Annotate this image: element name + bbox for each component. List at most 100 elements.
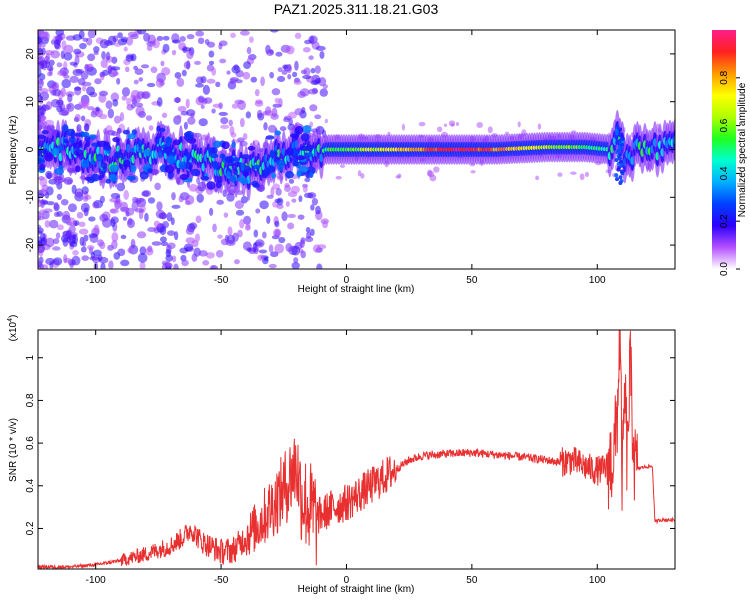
spectrogram-noise-speck xyxy=(171,39,181,44)
spectrogram-noise-speck xyxy=(294,32,302,39)
spectrogram-noise-speck xyxy=(123,189,129,200)
spectrogram-noise-speck xyxy=(220,124,230,129)
spectrogram-noise-speck xyxy=(176,114,182,120)
spectrogram-noise-speck xyxy=(249,36,254,43)
spectrogram-noise-speck xyxy=(80,115,86,122)
spectrogram-noise-speck xyxy=(180,110,189,116)
spectrogram-noise-speck xyxy=(139,246,147,255)
spectrogram-blob xyxy=(285,170,295,179)
spectrogram-noise-speck xyxy=(198,95,205,103)
spectrogram-spike xyxy=(619,169,624,174)
spectrogram-noise-speck xyxy=(52,88,62,97)
spectrogram-noise-speck xyxy=(87,30,97,39)
spectrogram-noise-speck xyxy=(185,200,191,206)
spectrogram-noise-speck xyxy=(68,225,76,234)
spectrogram-noise-speck xyxy=(179,36,186,42)
spectrogram-blob xyxy=(274,130,282,136)
spectrogram-noise-speck xyxy=(38,36,42,45)
spectrogram-blob xyxy=(41,148,48,155)
spectrogram-noise-speck xyxy=(81,255,90,262)
x-tick-label: 100 xyxy=(589,275,606,286)
spectrogram-noise-speck xyxy=(211,67,217,76)
spectrogram-noise-speck xyxy=(291,198,297,203)
spectrogram-blob xyxy=(233,161,244,167)
spectrogram-noise-speck xyxy=(476,121,484,129)
spectrogram-noise-speck xyxy=(242,132,248,141)
spectrogram-noise-speck xyxy=(171,192,176,201)
spectrogram-noise-speck xyxy=(255,208,261,214)
spectrogram-noise-speck xyxy=(557,172,563,177)
spectrogram-noise-speck xyxy=(68,203,77,213)
spectrogram-blob xyxy=(200,176,210,181)
spectrogram-noise-speck xyxy=(74,113,81,122)
spectrogram-noise-speck xyxy=(150,66,158,74)
spectrogram-blob xyxy=(98,174,103,181)
spectrogram-blob xyxy=(127,133,137,140)
spectrogram-noise-speck xyxy=(230,32,236,39)
spectrogram-blob xyxy=(154,135,160,145)
spectrogram-noise-speck xyxy=(208,60,215,65)
spectrogram-noise-speck xyxy=(242,71,251,80)
spectrogram-blob xyxy=(303,152,314,158)
spectrogram-noise-speck xyxy=(304,177,311,183)
spectrogram-noise-speck xyxy=(579,173,585,181)
spectrogram-noise-speck xyxy=(319,88,328,97)
spectrogram-blob xyxy=(91,142,99,147)
spectrogram-noise-speck xyxy=(211,108,216,114)
spectrogram-blob xyxy=(144,149,153,157)
spectrogram-noise-speck xyxy=(269,30,279,33)
y-tick-label: 0.2 xyxy=(25,521,36,535)
spectrogram-blob xyxy=(172,139,181,146)
spectrogram-noise-speck xyxy=(293,79,302,85)
spectrogram-noise-speck xyxy=(275,51,283,57)
spectrogram-noise-speck xyxy=(55,30,65,37)
spectrogram-noise-speck xyxy=(134,102,144,108)
spectrogram-noise-speck xyxy=(237,229,243,238)
spectrogram-noise-speck xyxy=(293,257,299,264)
spectrogram-noise-speck xyxy=(107,108,115,119)
colorbar-tick-label: 0.2 xyxy=(719,214,730,228)
spectrogram-noise-speck xyxy=(160,241,169,247)
spectrogram-noise-speck xyxy=(98,113,108,120)
spectrogram-noise-speck xyxy=(57,98,64,108)
spectrogram-blob xyxy=(302,125,312,134)
spectrogram-noise-speck xyxy=(215,81,221,88)
spectrogram-blob xyxy=(38,150,43,155)
spectrogram-spike xyxy=(618,133,623,138)
spectrogram-noise-speck xyxy=(258,249,268,254)
x-tick-label: 0 xyxy=(344,275,350,286)
spectrogram-noise-speck xyxy=(162,43,170,53)
spectrogram-noise-speck xyxy=(307,192,317,199)
spectrogram-blob xyxy=(63,138,69,144)
spectrogram-noise-speck xyxy=(218,42,223,50)
spectrogram-noise-speck xyxy=(227,226,233,236)
spectrogram-noise-speck xyxy=(170,217,175,226)
spectrogram-noise-speck xyxy=(99,39,110,49)
spectrogram-noise-speck xyxy=(243,61,252,69)
spectrogram-noise-speck xyxy=(120,234,127,240)
spectrogram-noise-speck xyxy=(176,77,185,88)
spectrogram-blob xyxy=(138,147,143,154)
y-tick-label: 0.6 xyxy=(25,436,36,450)
spectrogram-noise-speck xyxy=(268,124,277,133)
spectrogram-noise-speck xyxy=(246,247,252,252)
spectrogram-blob xyxy=(81,131,90,137)
spectrogram-noise-speck xyxy=(88,216,96,222)
spectrogram-noise-speck xyxy=(53,257,63,266)
spectrogram-noise-speck xyxy=(111,71,119,77)
spectrogram-noise-speck xyxy=(245,111,252,119)
spectrogram-noise-speck xyxy=(134,208,145,213)
spectrogram-noise-speck xyxy=(44,220,51,228)
snr-scale-factor: (x104) xyxy=(7,315,19,342)
spectrogram-blob xyxy=(123,159,131,168)
spectrogram-noise-speck xyxy=(53,202,59,210)
spectrogram-noise-speck xyxy=(279,126,287,132)
spectrogram-noise-speck xyxy=(86,106,95,111)
spectrogram-noise-speck xyxy=(166,212,173,222)
spectrogram-noise-speck xyxy=(360,172,365,179)
spectrogram-blob xyxy=(178,161,187,170)
spectrogram-y-ticks: -20 -10 0 10 20 xyxy=(25,48,675,252)
spectrogram-noise-speck xyxy=(302,47,311,53)
spectrogram-blob xyxy=(38,159,46,164)
